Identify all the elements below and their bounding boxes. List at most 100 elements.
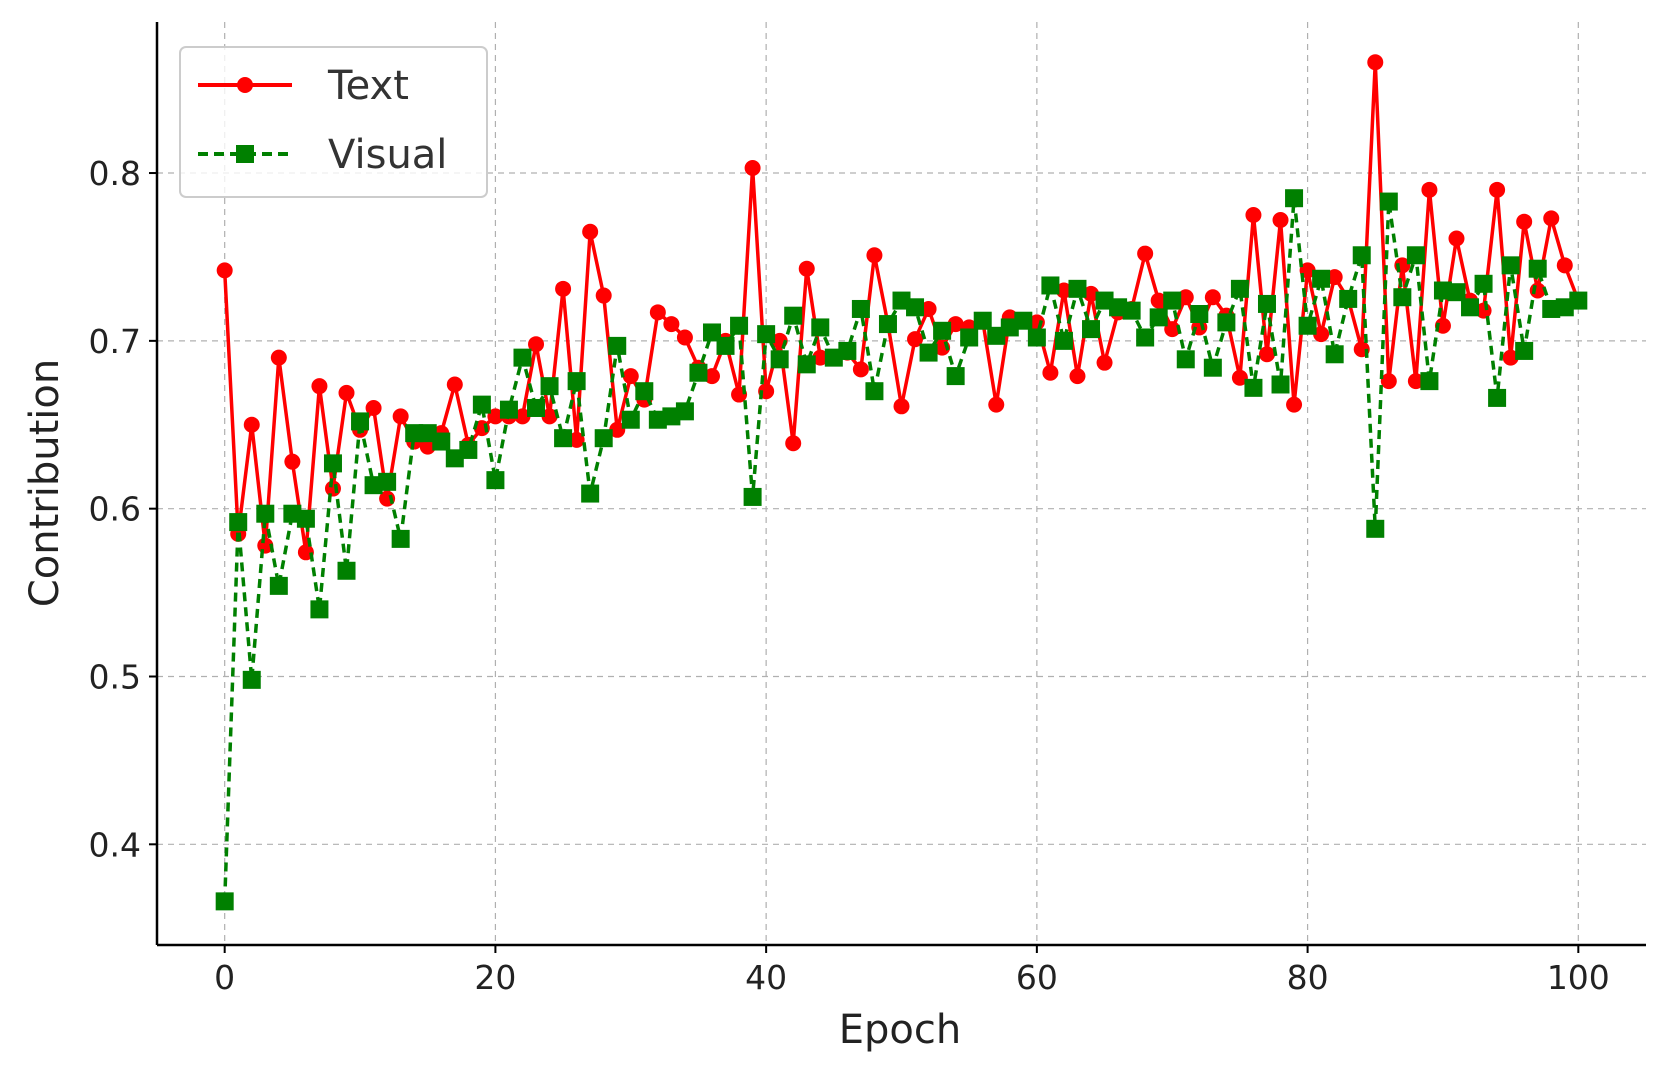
legend-text-marker bbox=[237, 77, 253, 93]
series-text-point bbox=[514, 408, 531, 425]
series-text-point bbox=[595, 287, 612, 304]
series-text-point bbox=[1286, 396, 1303, 413]
series-text-point bbox=[1380, 373, 1397, 390]
series-visual-point bbox=[323, 454, 342, 473]
series-visual-point bbox=[242, 670, 261, 689]
series-visual-point bbox=[1528, 259, 1547, 278]
series-visual-point bbox=[1122, 301, 1141, 320]
series-visual-point bbox=[1474, 274, 1493, 293]
series-visual-point bbox=[1190, 305, 1209, 324]
series-visual-point bbox=[987, 326, 1006, 345]
series-text-point bbox=[852, 361, 869, 378]
series-visual-point bbox=[716, 336, 735, 355]
series-visual-point bbox=[933, 321, 952, 340]
series-visual-point bbox=[1352, 246, 1371, 265]
series-text-point bbox=[243, 416, 260, 433]
series-text-point bbox=[582, 223, 599, 240]
x-tick-label: 20 bbox=[474, 958, 516, 997]
series-text-point bbox=[216, 262, 233, 279]
series-text-point bbox=[1326, 269, 1343, 286]
series-visual-point bbox=[960, 328, 979, 347]
series-visual-point bbox=[1082, 320, 1101, 339]
series-visual bbox=[215, 189, 1588, 911]
series-visual-point bbox=[1095, 291, 1114, 310]
series-text-point bbox=[1421, 181, 1438, 198]
series-visual-point bbox=[811, 318, 830, 337]
legend-label-text: Text bbox=[327, 63, 409, 109]
series-visual-point bbox=[1000, 318, 1019, 337]
x-tick-label: 40 bbox=[745, 958, 787, 997]
series-text-point bbox=[1556, 257, 1573, 274]
series-visual-point bbox=[445, 449, 464, 468]
series-visual-point bbox=[1339, 289, 1358, 308]
legend-visual-marker bbox=[236, 145, 254, 163]
series-visual-point bbox=[391, 529, 410, 548]
series-text-point bbox=[487, 408, 504, 425]
series-visual-point bbox=[1054, 331, 1073, 350]
series-visual-point bbox=[1312, 269, 1331, 288]
series-layer bbox=[215, 54, 1588, 911]
series-visual-point bbox=[1420, 372, 1439, 391]
series-visual-point bbox=[662, 407, 681, 426]
series-text-point bbox=[744, 160, 761, 177]
series-visual-point bbox=[1366, 519, 1385, 538]
x-tick-label: 60 bbox=[1016, 958, 1058, 997]
series-visual-point bbox=[418, 424, 437, 443]
series-visual-point bbox=[1176, 350, 1195, 369]
series-text-point bbox=[907, 331, 924, 348]
series-text-point bbox=[392, 408, 409, 425]
series-visual-point bbox=[269, 576, 288, 595]
series-visual-point bbox=[472, 395, 491, 414]
series-text-point bbox=[1231, 369, 1248, 386]
series-text-point bbox=[338, 384, 355, 401]
series-visual-point bbox=[527, 398, 546, 417]
series-text-point bbox=[568, 431, 585, 448]
series-text-point bbox=[1042, 364, 1059, 381]
series-text-point bbox=[649, 304, 666, 321]
series-visual-point bbox=[743, 487, 762, 506]
series-visual-point bbox=[784, 306, 803, 325]
series-text-point bbox=[1055, 282, 1072, 299]
series-visual-point bbox=[337, 561, 356, 580]
series-text-point bbox=[1502, 349, 1519, 366]
legend: Text Visual bbox=[179, 46, 488, 198]
series-visual-point bbox=[432, 432, 451, 451]
series-visual-point bbox=[486, 471, 505, 490]
series-visual-point bbox=[310, 600, 329, 619]
series-text-point bbox=[541, 408, 558, 425]
series-visual-point bbox=[973, 311, 992, 330]
series-visual-point bbox=[540, 377, 559, 396]
series-visual-point bbox=[797, 355, 816, 374]
series-text-point bbox=[270, 349, 287, 366]
x-axis-label: Epoch bbox=[839, 1007, 961, 1053]
axes bbox=[155, 22, 1646, 947]
y-tick-label: 0.6 bbox=[89, 490, 141, 529]
series-text-point bbox=[419, 438, 436, 455]
series-visual-point bbox=[824, 348, 843, 367]
series-visual-point bbox=[1461, 298, 1480, 317]
series-visual-point bbox=[1109, 298, 1128, 317]
series-visual-point bbox=[229, 513, 248, 532]
series-visual-point bbox=[892, 291, 911, 310]
y-tick-label: 0.5 bbox=[89, 657, 141, 696]
series-visual-point bbox=[635, 382, 654, 401]
series-visual-point bbox=[296, 509, 315, 528]
series-text-point bbox=[676, 329, 693, 346]
series-text-point bbox=[1489, 181, 1506, 198]
series-visual-point bbox=[1271, 375, 1290, 394]
series-visual-point bbox=[1406, 246, 1425, 265]
series-text-point bbox=[1448, 230, 1465, 247]
y-tick-label: 0.8 bbox=[89, 154, 141, 193]
series-text-point bbox=[1204, 289, 1221, 306]
series-text-point bbox=[703, 368, 720, 385]
series-visual-point bbox=[378, 472, 397, 491]
series-visual-point bbox=[499, 400, 518, 419]
x-tick-label: 80 bbox=[1287, 958, 1329, 997]
series-text-point bbox=[1313, 326, 1330, 343]
series-visual-point bbox=[1014, 311, 1033, 330]
series-text-point bbox=[1177, 289, 1194, 306]
series-visual-point bbox=[283, 504, 302, 523]
series-visual-point bbox=[459, 440, 478, 459]
series-visual-point bbox=[256, 504, 275, 523]
